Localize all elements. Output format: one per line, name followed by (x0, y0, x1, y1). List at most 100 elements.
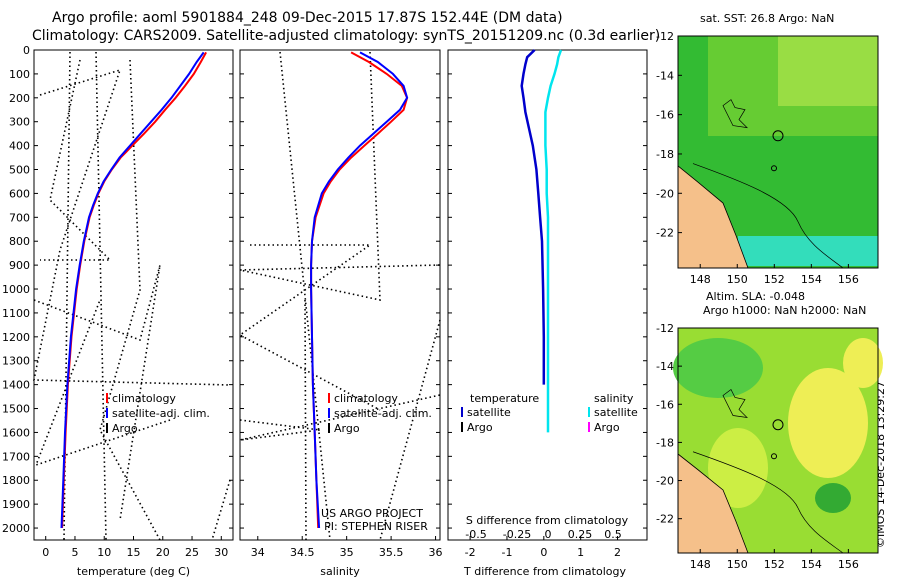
sst-map-frame (677, 35, 879, 269)
depth-tick-label: 500 (9, 164, 30, 177)
sal-xtick-label: 35 (340, 546, 354, 559)
temp-dotted-profile (211, 479, 231, 541)
sla-lon-label: 150 (727, 558, 748, 571)
sla-lat-label: -18 (656, 436, 674, 449)
depth-tick-label: 1300 (2, 355, 30, 368)
sst-lon-label: 152 (764, 273, 785, 286)
depth-tick-label: 1800 (2, 474, 30, 487)
sal-legend-label: Argo (334, 422, 360, 435)
sla-map-title: Altim. SLA: -0.048 (706, 290, 806, 303)
sst-reef-contour (692, 163, 844, 269)
tdiff-xtick-label: 2 (614, 546, 621, 559)
sst-map (677, 35, 879, 269)
sal-climatology-line (310, 51, 409, 529)
depth-tick-label: 0 (23, 44, 30, 57)
sal-xlabel: salinity (320, 565, 360, 578)
sst-lat-label: -12 (656, 30, 674, 43)
sla-lat-label: -12 (656, 322, 674, 335)
sla-lat-label: -16 (656, 398, 674, 411)
sal-dotted-profile (238, 244, 381, 411)
temp-xtick-label: 0 (42, 546, 49, 559)
depth-tick-label: 1000 (2, 283, 30, 296)
depth-tick-label: 900 (9, 259, 30, 272)
sdiff-xtick-label: -0.25 (503, 528, 531, 541)
sla-lat-label: -20 (656, 475, 674, 488)
sdiff-label: S difference from climatology (466, 514, 629, 527)
tdiff-xlabel: T difference from climatology (463, 565, 626, 578)
depth-tick-label: 400 (9, 140, 30, 153)
sla-high-patch (788, 368, 868, 478)
depth-tick-label: 1400 (2, 379, 30, 392)
sla-lat-label: -14 (656, 360, 674, 373)
sdiff-xtick-label: 0.5 (604, 528, 622, 541)
sal-dotted-profile (379, 319, 441, 541)
sal-xtick-label: 35.5 (379, 546, 404, 559)
sal-dotted-profile (279, 51, 331, 541)
sal-xtick-label: 36 (429, 546, 443, 559)
sla-lon-label: 156 (838, 558, 859, 571)
sla-reef-outline (722, 388, 748, 418)
depth-tick-label: 1500 (2, 403, 30, 416)
sst-lon-label: 150 (727, 273, 748, 286)
temp-xtick-label: 25 (185, 546, 199, 559)
temp-climatology-line (61, 51, 207, 529)
temp-satellite-line (60, 51, 205, 529)
credit-project: US ARGO PROJECT (321, 507, 423, 520)
credit-pi: PI: STEPHEN RISER (324, 520, 428, 533)
sal-xtick-label: 34 (251, 546, 265, 559)
sla-low-patch (815, 483, 851, 513)
tdiff-satellite-line (520, 49, 546, 385)
sst-lat-label: -18 (656, 148, 674, 161)
temp-xtick-label: 5 (71, 546, 78, 559)
depth-tick-label: 1600 (2, 426, 30, 439)
sst-lat-label: -20 (656, 187, 674, 200)
sal-dotted-profile (304, 299, 307, 541)
sst-lat-label: -14 (656, 69, 674, 82)
temp-legend-label: satellite-adj. clim. (112, 407, 210, 420)
temp-dotted-profile (99, 59, 161, 541)
sal-legend-label: climatology (334, 392, 398, 405)
depth-tick-label: 100 (9, 68, 30, 81)
sla-reef-circle (771, 453, 777, 460)
temp-legend-label: Argo (112, 422, 138, 435)
depth-tick-label: 200 (9, 92, 30, 105)
sst-lat-label: -16 (656, 109, 674, 122)
sla-high-patch (708, 428, 768, 508)
depth-tick-label: 700 (9, 211, 30, 224)
sst-reef-circle (772, 130, 784, 142)
temp-xtick-label: 20 (156, 546, 170, 559)
sst-cool-patch (738, 236, 878, 266)
temp-xtick-label: 10 (97, 546, 111, 559)
sdiff-satellite-line (544, 49, 563, 433)
sdiff-xtick-label: 0 (545, 528, 552, 541)
panel-frame-2 (447, 49, 648, 541)
sla-map (673, 327, 883, 554)
depth-tick-label: 800 (9, 235, 30, 248)
panel-frame-1 (239, 49, 441, 541)
depth-tick-label: 2000 (2, 522, 30, 535)
sal-satellite-line (310, 51, 409, 529)
diff-legend-label: Argo (467, 421, 493, 434)
sla-reef-circle (772, 419, 784, 431)
sla-lon-label: 154 (801, 558, 822, 571)
sst-reef-outline (722, 99, 748, 129)
temp-legend-label: climatology (112, 392, 176, 405)
depth-tick-label: 1900 (2, 498, 30, 511)
diff-legend-sal-head: salinity (594, 392, 634, 405)
sst-warm-patch (778, 36, 878, 106)
temp-dotted-profile (33, 68, 231, 386)
temp-xtick-label: 30 (214, 546, 228, 559)
depth-tick-label: 600 (9, 187, 30, 200)
sst-lat-label: -22 (656, 227, 674, 240)
depth-tick-label: 1200 (2, 331, 30, 344)
depth-tick-label: 1700 (2, 450, 30, 463)
sst-map-title: sat. SST: 26.8 Argo: NaN (700, 12, 835, 25)
sdiff-xtick-label: -0.5 (465, 528, 486, 541)
sst-lon-label: 154 (801, 273, 822, 286)
temp-dotted-profile (33, 264, 161, 521)
sla-lon-label: 152 (764, 558, 785, 571)
sal-dotted-profile (239, 51, 441, 301)
sla-reef-contour (692, 451, 844, 554)
sst-lon-label: 156 (838, 273, 859, 286)
